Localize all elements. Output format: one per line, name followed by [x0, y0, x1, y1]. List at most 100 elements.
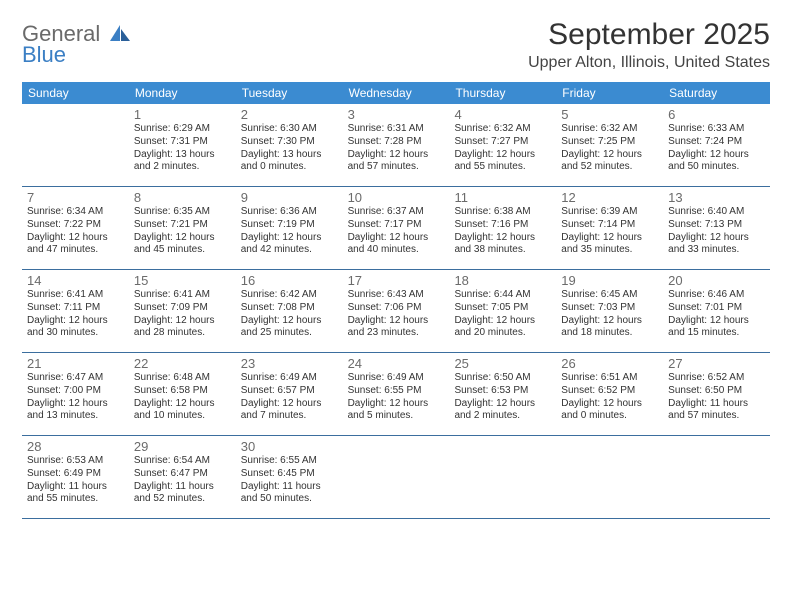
info-line: and 0 minutes.: [561, 410, 658, 423]
calendar-day-cell: 9Sunrise: 6:36 AMSunset: 7:19 PMDaylight…: [236, 187, 343, 269]
day-info: Sunrise: 6:40 AMSunset: 7:13 PMDaylight:…: [668, 206, 765, 257]
calendar-day-cell: 16Sunrise: 6:42 AMSunset: 7:08 PMDayligh…: [236, 270, 343, 352]
info-line: Sunrise: 6:45 AM: [561, 289, 658, 302]
calendar-day-cell: 27Sunrise: 6:52 AMSunset: 6:50 PMDayligh…: [663, 353, 770, 435]
sail-icon: [110, 25, 132, 41]
info-line: and 15 minutes.: [668, 327, 765, 340]
info-line: Daylight: 13 hours: [241, 149, 338, 162]
info-line: Sunset: 7:09 PM: [134, 302, 231, 315]
info-line: and 57 minutes.: [348, 161, 445, 174]
info-line: Sunset: 6:52 PM: [561, 385, 658, 398]
info-line: Sunrise: 6:41 AM: [27, 289, 124, 302]
info-line: Daylight: 12 hours: [27, 232, 124, 245]
info-line: and 28 minutes.: [134, 327, 231, 340]
day-number: 12: [561, 190, 658, 205]
info-line: and 13 minutes.: [27, 410, 124, 423]
day-number: 8: [134, 190, 231, 205]
calendar-weeks: 1Sunrise: 6:29 AMSunset: 7:31 PMDaylight…: [22, 104, 770, 519]
dow-header: Monday: [129, 82, 236, 104]
info-line: Sunset: 6:50 PM: [668, 385, 765, 398]
calendar-day-cell: 15Sunrise: 6:41 AMSunset: 7:09 PMDayligh…: [129, 270, 236, 352]
info-line: Sunset: 7:24 PM: [668, 136, 765, 149]
calendar-day-cell: 1Sunrise: 6:29 AMSunset: 7:31 PMDaylight…: [129, 104, 236, 186]
info-line: Sunset: 7:13 PM: [668, 219, 765, 232]
info-line: and 30 minutes.: [27, 327, 124, 340]
day-info: Sunrise: 6:31 AMSunset: 7:28 PMDaylight:…: [348, 123, 445, 174]
info-line: Sunrise: 6:50 AM: [454, 372, 551, 385]
day-number: 7: [27, 190, 124, 205]
info-line: Sunrise: 6:31 AM: [348, 123, 445, 136]
info-line: Sunrise: 6:46 AM: [668, 289, 765, 302]
info-line: Sunrise: 6:49 AM: [348, 372, 445, 385]
info-line: Daylight: 12 hours: [561, 398, 658, 411]
info-line: Daylight: 12 hours: [454, 232, 551, 245]
info-line: Daylight: 12 hours: [134, 398, 231, 411]
calendar-week-row: 7Sunrise: 6:34 AMSunset: 7:22 PMDaylight…: [22, 187, 770, 270]
info-line: Sunset: 7:19 PM: [241, 219, 338, 232]
info-line: Sunrise: 6:49 AM: [241, 372, 338, 385]
info-line: Daylight: 13 hours: [134, 149, 231, 162]
info-line: Daylight: 12 hours: [454, 315, 551, 328]
calendar-empty-cell: [343, 436, 450, 518]
calendar-day-cell: 7Sunrise: 6:34 AMSunset: 7:22 PMDaylight…: [22, 187, 129, 269]
day-number: 17: [348, 273, 445, 288]
info-line: Daylight: 11 hours: [27, 481, 124, 494]
calendar-day-cell: 10Sunrise: 6:37 AMSunset: 7:17 PMDayligh…: [343, 187, 450, 269]
info-line: Sunrise: 6:51 AM: [561, 372, 658, 385]
calendar-day-cell: 28Sunrise: 6:53 AMSunset: 6:49 PMDayligh…: [22, 436, 129, 518]
dow-header: Sunday: [22, 82, 129, 104]
day-info: Sunrise: 6:48 AMSunset: 6:58 PMDaylight:…: [134, 372, 231, 423]
day-number: 6: [668, 107, 765, 122]
day-info: Sunrise: 6:34 AMSunset: 7:22 PMDaylight:…: [27, 206, 124, 257]
day-info: Sunrise: 6:29 AMSunset: 7:31 PMDaylight:…: [134, 123, 231, 174]
calendar-grid: SundayMondayTuesdayWednesdayThursdayFrid…: [22, 82, 770, 519]
calendar-week-row: 1Sunrise: 6:29 AMSunset: 7:31 PMDaylight…: [22, 104, 770, 187]
calendar-day-cell: 30Sunrise: 6:55 AMSunset: 6:45 PMDayligh…: [236, 436, 343, 518]
calendar-day-cell: 22Sunrise: 6:48 AMSunset: 6:58 PMDayligh…: [129, 353, 236, 435]
day-number: 18: [454, 273, 551, 288]
info-line: Daylight: 12 hours: [348, 149, 445, 162]
calendar-day-cell: 24Sunrise: 6:49 AMSunset: 6:55 PMDayligh…: [343, 353, 450, 435]
info-line: Sunrise: 6:38 AM: [454, 206, 551, 219]
calendar-day-cell: 6Sunrise: 6:33 AMSunset: 7:24 PMDaylight…: [663, 104, 770, 186]
day-info: Sunrise: 6:32 AMSunset: 7:25 PMDaylight:…: [561, 123, 658, 174]
info-line: Sunrise: 6:29 AM: [134, 123, 231, 136]
info-line: Daylight: 12 hours: [668, 149, 765, 162]
info-line: Daylight: 12 hours: [561, 232, 658, 245]
info-line: Daylight: 12 hours: [348, 315, 445, 328]
info-line: Daylight: 12 hours: [241, 232, 338, 245]
info-line: and 7 minutes.: [241, 410, 338, 423]
info-line: and 38 minutes.: [454, 244, 551, 257]
info-line: Sunrise: 6:42 AM: [241, 289, 338, 302]
dow-header: Wednesday: [343, 82, 450, 104]
info-line: Sunset: 7:31 PM: [134, 136, 231, 149]
calendar-week-row: 28Sunrise: 6:53 AMSunset: 6:49 PMDayligh…: [22, 436, 770, 519]
info-line: Sunset: 7:16 PM: [454, 219, 551, 232]
day-info: Sunrise: 6:37 AMSunset: 7:17 PMDaylight:…: [348, 206, 445, 257]
day-info: Sunrise: 6:54 AMSunset: 6:47 PMDaylight:…: [134, 455, 231, 506]
info-line: Daylight: 11 hours: [134, 481, 231, 494]
day-info: Sunrise: 6:50 AMSunset: 6:53 PMDaylight:…: [454, 372, 551, 423]
info-line: Sunrise: 6:40 AM: [668, 206, 765, 219]
info-line: Sunrise: 6:34 AM: [27, 206, 124, 219]
info-line: Sunset: 7:30 PM: [241, 136, 338, 149]
info-line: and 52 minutes.: [561, 161, 658, 174]
info-line: Daylight: 11 hours: [668, 398, 765, 411]
info-line: and 47 minutes.: [27, 244, 124, 257]
info-line: and 20 minutes.: [454, 327, 551, 340]
day-number: 22: [134, 356, 231, 371]
info-line: Sunset: 7:06 PM: [348, 302, 445, 315]
day-number: 1: [134, 107, 231, 122]
info-line: Sunrise: 6:52 AM: [668, 372, 765, 385]
info-line: Daylight: 12 hours: [241, 315, 338, 328]
day-number: 4: [454, 107, 551, 122]
brand-logo: General Blue: [22, 18, 132, 66]
day-number: 20: [668, 273, 765, 288]
info-line: Sunset: 7:11 PM: [27, 302, 124, 315]
day-number: 10: [348, 190, 445, 205]
dow-header: Thursday: [449, 82, 556, 104]
calendar-day-cell: 12Sunrise: 6:39 AMSunset: 7:14 PMDayligh…: [556, 187, 663, 269]
calendar-day-cell: 13Sunrise: 6:40 AMSunset: 7:13 PMDayligh…: [663, 187, 770, 269]
info-line: Daylight: 12 hours: [348, 232, 445, 245]
day-info: Sunrise: 6:39 AMSunset: 7:14 PMDaylight:…: [561, 206, 658, 257]
